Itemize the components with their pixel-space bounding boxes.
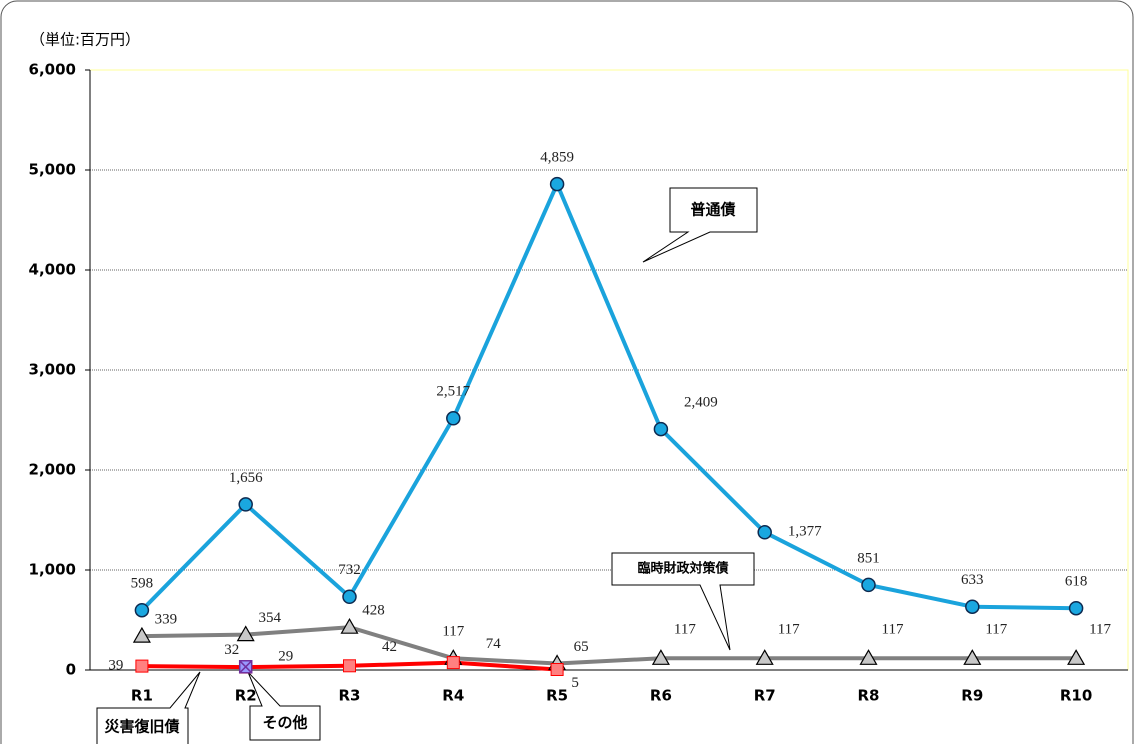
callout: 災害復旧債 xyxy=(96,671,201,744)
callout-text: 普通債 xyxy=(690,201,735,219)
callout-text: その他 xyxy=(262,714,307,732)
point xyxy=(238,660,253,674)
callout-text: 臨時財政対策債 xyxy=(637,561,728,577)
data-label: 117 xyxy=(1089,622,1111,638)
data-label: 339 xyxy=(155,612,178,628)
callout: 臨時財政対策債 xyxy=(611,552,755,651)
point xyxy=(1068,600,1084,616)
y-tick-label: 6,000 xyxy=(29,61,76,79)
unit-label: （単位:百万円） xyxy=(30,31,140,49)
data-label: 117 xyxy=(882,622,904,638)
data-label: 618 xyxy=(1065,574,1088,590)
point xyxy=(757,525,772,540)
point xyxy=(446,656,460,670)
series-line xyxy=(141,625,1077,666)
point xyxy=(238,497,253,512)
point xyxy=(446,411,461,426)
series-line xyxy=(140,182,1077,612)
point xyxy=(236,625,255,642)
point xyxy=(132,626,151,643)
y-tick-label: 5,000 xyxy=(29,161,76,179)
point xyxy=(340,617,359,634)
data-label: 65 xyxy=(574,639,589,655)
point xyxy=(755,649,774,665)
data-label: 117 xyxy=(674,622,696,638)
data-label: 32 xyxy=(224,642,239,658)
point xyxy=(651,649,670,665)
data-label: 39 xyxy=(108,658,123,674)
y-tick-label: 0 xyxy=(66,661,76,679)
data-label: 1,656 xyxy=(229,470,263,486)
point xyxy=(653,421,669,437)
y-tick-label: 4,000 xyxy=(29,261,76,279)
y-tick-label: 3,000 xyxy=(29,361,76,379)
data-label: 851 xyxy=(857,550,880,566)
data-label: 74 xyxy=(486,636,502,652)
x-tick-label: R9 xyxy=(961,687,983,705)
data-label: 4,859 xyxy=(540,150,574,166)
x-tick-label: R4 xyxy=(442,687,464,705)
point xyxy=(549,176,565,192)
point xyxy=(963,649,982,665)
point xyxy=(1067,649,1086,665)
data-label: 117 xyxy=(442,624,464,640)
data-label: 732 xyxy=(338,562,361,578)
data-label: 5 xyxy=(571,675,579,691)
data-label: 633 xyxy=(961,572,984,588)
data-label: 2,517 xyxy=(436,384,470,400)
data-label: 598 xyxy=(131,576,154,592)
data-label: 354 xyxy=(258,610,281,626)
callout-box xyxy=(96,671,201,744)
data-label: 1,377 xyxy=(788,524,822,540)
data-label: 2,409 xyxy=(684,395,718,411)
x-tick-label: R7 xyxy=(754,687,776,705)
x-tick-label: R6 xyxy=(650,687,672,705)
y-tick-label: 2,000 xyxy=(29,461,76,479)
callout-text: 災害復旧債 xyxy=(104,718,179,736)
point xyxy=(134,602,150,618)
point xyxy=(965,599,980,614)
y-tick-label: 1,000 xyxy=(29,561,76,579)
x-tick-label: R2 xyxy=(235,687,257,705)
point xyxy=(861,577,876,593)
point xyxy=(859,649,878,665)
x-tick-label: R1 xyxy=(131,687,153,705)
point xyxy=(342,589,357,605)
callout-box xyxy=(611,552,755,651)
point xyxy=(343,659,356,673)
data-label: 117 xyxy=(985,622,1007,638)
point xyxy=(550,663,564,676)
data-label: 428 xyxy=(362,603,385,619)
x-tick-label: R3 xyxy=(339,687,361,705)
data-label: 29 xyxy=(278,649,293,665)
data-label: 117 xyxy=(778,622,800,638)
point xyxy=(135,659,149,673)
x-tick-label: R5 xyxy=(546,687,568,705)
callout-box xyxy=(247,671,321,741)
x-tick-label: R8 xyxy=(858,687,880,705)
x-tick-label: R10 xyxy=(1060,687,1092,705)
data-label: 42 xyxy=(382,639,397,655)
callout: その他 xyxy=(247,671,321,741)
callout-box xyxy=(642,187,758,263)
callout: 普通債 xyxy=(642,187,758,263)
